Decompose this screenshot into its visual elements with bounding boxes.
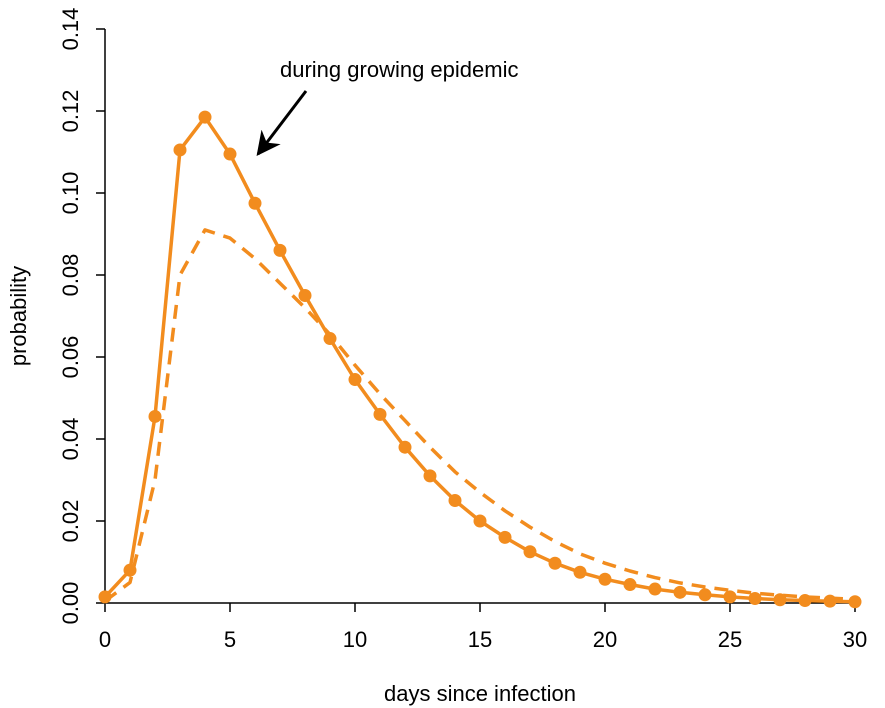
annotation-layer: during growing epidemic [256, 57, 518, 157]
data-point [373, 407, 387, 421]
x-tick-label: 0 [99, 627, 111, 652]
data-point [273, 243, 287, 257]
data-point [848, 595, 862, 609]
data-point [398, 440, 412, 454]
data-point [648, 582, 662, 596]
data-point [748, 591, 762, 605]
data-point [473, 514, 487, 528]
data-point [298, 289, 312, 302]
data-point [698, 588, 712, 602]
y-tick-label: 0.14 [58, 8, 83, 51]
data-point [573, 565, 587, 579]
y-tick-label: 0.10 [58, 172, 83, 215]
data-point [673, 585, 687, 599]
y-tick-label: 0.04 [58, 418, 83, 461]
data-point [498, 530, 512, 544]
x-tick-label: 25 [718, 627, 742, 652]
data-point [248, 196, 262, 210]
x-axis-title: days since infection [384, 681, 576, 706]
series-line-solid [103, 115, 857, 604]
data-point [523, 545, 537, 559]
data-point [548, 556, 562, 570]
data-point [723, 590, 737, 604]
data-point [173, 143, 187, 157]
data-point [148, 409, 162, 423]
data-point [223, 147, 237, 161]
data-point [598, 572, 612, 586]
y-tick-label: 0.00 [58, 582, 83, 625]
y-tick-label: 0.02 [58, 500, 83, 543]
data-point [323, 332, 337, 346]
series-layer [98, 110, 862, 609]
x-tick-label: 20 [593, 627, 617, 652]
y-tick-label: 0.06 [58, 336, 83, 379]
y-tick-label: 0.08 [58, 254, 83, 297]
data-point [448, 494, 462, 507]
data-point [348, 373, 362, 387]
x-tick-label: 5 [224, 627, 236, 652]
annotation-arrow [256, 90, 308, 157]
data-point [623, 578, 637, 592]
y-axis-title: probability [6, 266, 31, 366]
series-line-dashed [103, 228, 856, 603]
y-tick-label: 0.12 [58, 90, 83, 133]
data-point [423, 469, 437, 483]
x-tick-label: 30 [843, 627, 867, 652]
x-tick-label: 15 [468, 627, 492, 652]
x-tick-label: 10 [343, 627, 367, 652]
data-point [198, 110, 212, 124]
annotation-text: during growing epidemic [280, 57, 518, 82]
axes: 0.00 0.02 0.04 0.06 0.08 0.10 0.12 0.14 0 5 10 15 20… [58, 8, 867, 652]
